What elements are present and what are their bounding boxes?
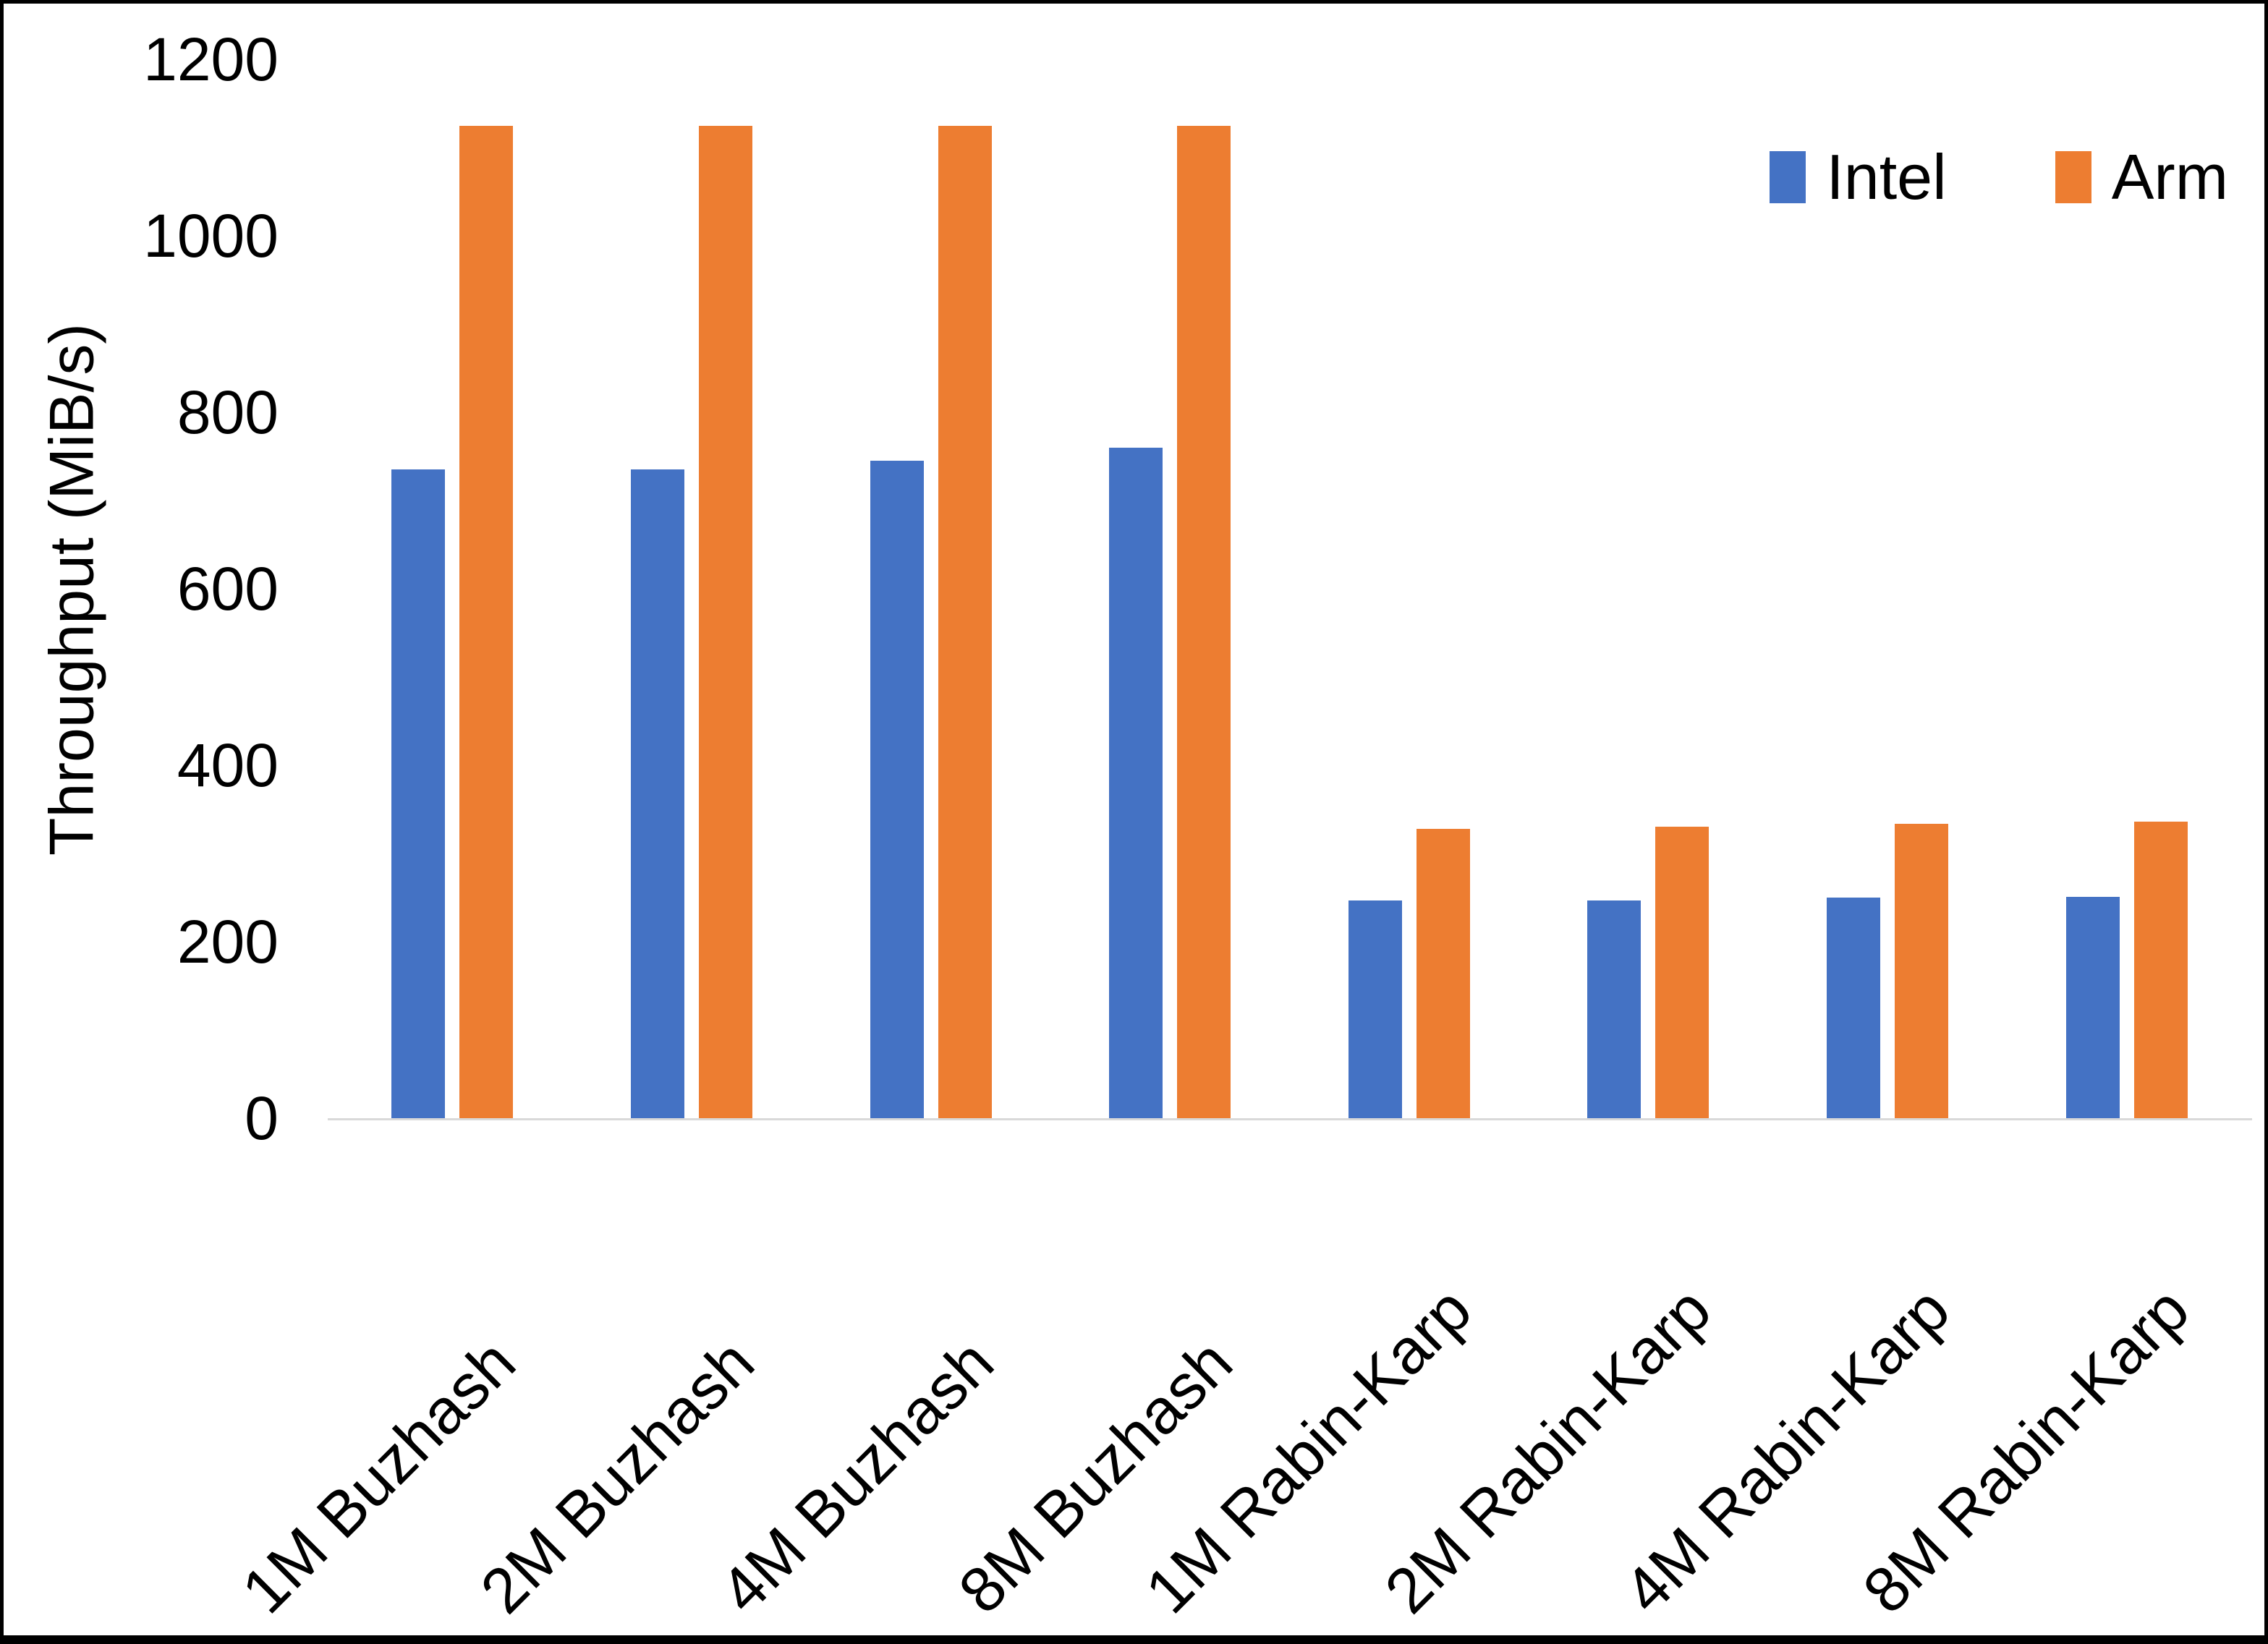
- plot-area: [333, 59, 2246, 1118]
- bar-arm-8m-rabin-karp: [2133, 822, 2188, 1118]
- bar-intel-1m-rabin-karp: [1348, 900, 1402, 1118]
- y-tick-label: 200: [177, 908, 279, 976]
- bar-arm-1m-buzhash: [459, 125, 514, 1118]
- bar-intel-4m-buzhash: [870, 461, 924, 1118]
- bar-arm-2m-rabin-karp: [1655, 827, 1710, 1118]
- bar-arm-1m-rabin-karp: [1416, 828, 1470, 1118]
- bar-intel-2m-rabin-karp: [1587, 900, 1641, 1118]
- bar-intel-1m-buzhash: [391, 469, 446, 1118]
- x-axis-line: [328, 1118, 2252, 1120]
- bar-arm-4m-rabin-karp: [1895, 823, 1949, 1118]
- legend-label-intel: Intel: [1826, 141, 1947, 213]
- legend-item-arm: Arm: [2055, 145, 2228, 209]
- bar-arm-8m-buzhash: [1177, 125, 1231, 1118]
- bar-intel-2m-buzhash: [630, 469, 684, 1118]
- y-tick-label: 600: [177, 555, 279, 623]
- legend-item-intel: Intel: [1770, 141, 1947, 213]
- legend-swatch-arm: [2055, 151, 2091, 203]
- bar-intel-8m-rabin-karp: [2065, 896, 2120, 1118]
- y-tick-label: 400: [177, 731, 279, 799]
- legend-swatch-intel: [1770, 151, 1806, 203]
- y-tick-label: 1000: [143, 202, 279, 270]
- bar-intel-8m-buzhash: [1109, 447, 1163, 1118]
- bar-intel-4m-rabin-karp: [1827, 898, 1881, 1118]
- y-tick-label: 800: [177, 378, 279, 446]
- y-tick-label: 0: [245, 1084, 279, 1152]
- y-tick-label: 1200: [143, 25, 279, 93]
- legend: Intel Arm: [1770, 145, 2228, 209]
- bar-arm-4m-buzhash: [938, 125, 992, 1118]
- legend-label-arm: Arm: [2111, 141, 2228, 213]
- bar-arm-2m-buzhash: [698, 125, 752, 1118]
